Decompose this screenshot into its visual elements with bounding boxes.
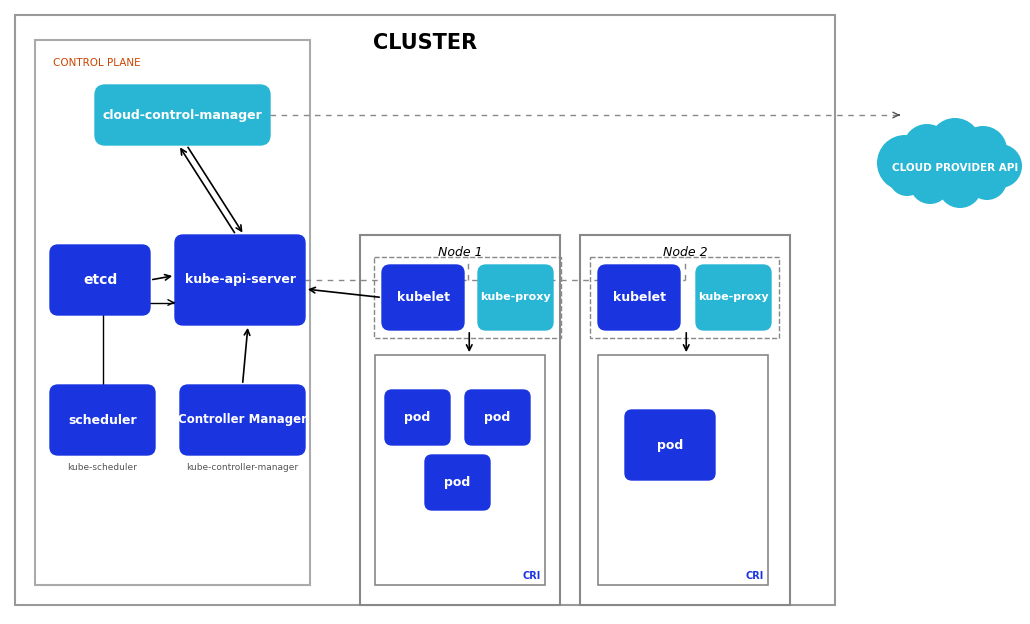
Bar: [598, 355, 768, 585]
Bar: [374, 257, 561, 338]
Bar: [903, 166, 1003, 188]
Text: CONTROL PLANE: CONTROL PLANE: [53, 58, 141, 68]
Text: pod: pod: [484, 411, 511, 424]
Text: pod: pod: [444, 476, 471, 489]
Text: CLUSTER: CLUSTER: [373, 33, 477, 53]
Circle shape: [959, 126, 1007, 174]
FancyBboxPatch shape: [382, 265, 464, 330]
Text: CRI: CRI: [523, 571, 541, 581]
FancyBboxPatch shape: [696, 265, 771, 330]
FancyBboxPatch shape: [180, 385, 305, 455]
FancyBboxPatch shape: [50, 245, 150, 315]
Text: etcd: etcd: [82, 273, 117, 287]
Circle shape: [938, 164, 982, 208]
Text: Node 1: Node 1: [438, 246, 482, 260]
FancyBboxPatch shape: [95, 85, 270, 145]
Bar: [15, 15, 835, 605]
Circle shape: [967, 160, 1007, 200]
Text: pod: pod: [657, 439, 683, 452]
Text: CLOUD PROVIDER API: CLOUD PROVIDER API: [892, 163, 1018, 173]
Text: cloud-control-manager: cloud-control-manager: [103, 109, 263, 122]
FancyBboxPatch shape: [625, 410, 715, 480]
Text: kube-controller-manager: kube-controller-manager: [186, 462, 299, 472]
FancyBboxPatch shape: [175, 235, 305, 325]
Bar: [35, 40, 310, 585]
FancyBboxPatch shape: [385, 390, 450, 445]
Circle shape: [903, 124, 951, 172]
Text: kubelet: kubelet: [397, 291, 449, 304]
FancyBboxPatch shape: [425, 455, 490, 510]
FancyBboxPatch shape: [598, 265, 680, 330]
FancyBboxPatch shape: [465, 390, 530, 445]
Text: Node 2: Node 2: [662, 246, 708, 260]
Bar: [375, 355, 545, 585]
Text: Controller Manager: Controller Manager: [178, 414, 307, 426]
Text: CRI: CRI: [746, 571, 764, 581]
Text: kube-proxy: kube-proxy: [480, 293, 551, 303]
FancyBboxPatch shape: [478, 265, 553, 330]
Text: kube-api-server: kube-api-server: [184, 273, 296, 286]
Circle shape: [889, 160, 925, 196]
Text: pod: pod: [405, 411, 431, 424]
Bar: [590, 257, 779, 338]
FancyBboxPatch shape: [50, 385, 154, 455]
Text: kube-proxy: kube-proxy: [698, 293, 768, 303]
Circle shape: [909, 164, 950, 204]
Bar: [580, 235, 790, 605]
Text: kubelet: kubelet: [613, 291, 665, 304]
Circle shape: [929, 118, 981, 170]
Text: kube-scheduler: kube-scheduler: [68, 462, 137, 472]
Text: scheduler: scheduler: [68, 414, 137, 426]
Circle shape: [978, 144, 1022, 188]
Bar: [360, 235, 560, 605]
Circle shape: [877, 135, 933, 191]
